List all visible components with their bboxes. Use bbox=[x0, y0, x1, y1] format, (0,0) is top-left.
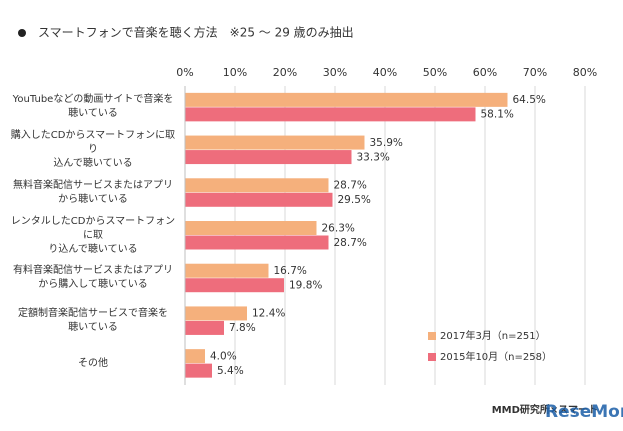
y-tick-label: YouTubeなどの動画サイトで音楽を 聴いている bbox=[12, 94, 174, 120]
x-tick-label: 30% bbox=[323, 66, 347, 79]
legend-swatch bbox=[428, 353, 436, 361]
bar bbox=[185, 92, 508, 107]
x-tick-label: 50% bbox=[423, 66, 447, 79]
bar bbox=[185, 192, 333, 207]
value-label: 5.4% bbox=[217, 365, 244, 377]
legend-swatch bbox=[428, 332, 436, 340]
bar bbox=[185, 349, 205, 364]
bar bbox=[185, 150, 352, 165]
x-tick-label: 0% bbox=[176, 66, 193, 79]
bar bbox=[185, 306, 247, 321]
y-tick-label: 定額制音楽配信サービスで音楽を 聴いている bbox=[18, 307, 168, 333]
value-label: 29.5% bbox=[338, 194, 371, 206]
bar bbox=[185, 221, 317, 235]
value-label: 35.9% bbox=[370, 137, 403, 149]
value-label: 26.3% bbox=[322, 222, 355, 234]
bar bbox=[185, 178, 329, 193]
y-tick-label: 購入したCDからスマートフォンに取り 込んで聴いている bbox=[10, 130, 176, 170]
bar bbox=[185, 235, 329, 250]
bar bbox=[185, 278, 284, 293]
bar bbox=[185, 320, 224, 335]
value-label: 12.4% bbox=[252, 308, 285, 320]
y-tick-label: その他 bbox=[78, 357, 108, 369]
title-bullet bbox=[18, 29, 26, 37]
x-tick-label: 60% bbox=[473, 66, 497, 79]
y-tick-label: 有料音楽配信サービスまたはアプリ から購入して聴いている bbox=[13, 265, 173, 291]
value-label: 58.1% bbox=[481, 109, 514, 121]
bar bbox=[185, 263, 269, 278]
legend-label: 2017年3月（n=251） bbox=[440, 329, 546, 342]
value-label: 7.8% bbox=[229, 322, 256, 334]
y-tick-label: レンタルしたCDからスマートフォンに取 り込んで聴いている bbox=[10, 215, 176, 255]
watermark: ReseMom bbox=[545, 402, 623, 422]
value-label: 64.5% bbox=[513, 94, 546, 106]
y-tick-label: 無料音楽配信サービスまたはアプリ から聴いている bbox=[13, 179, 173, 205]
x-tick-label: 20% bbox=[273, 66, 297, 79]
value-label: 28.7% bbox=[334, 237, 367, 249]
x-tick-label: 40% bbox=[373, 66, 397, 79]
legend-label: 2015年10月（n=258） bbox=[440, 350, 552, 363]
bar bbox=[185, 107, 476, 122]
value-label: 28.7% bbox=[334, 180, 367, 192]
x-tick-label: 10% bbox=[223, 66, 247, 79]
value-label: 19.8% bbox=[289, 279, 322, 291]
x-tick-label: 70% bbox=[523, 66, 547, 79]
x-tick-label: 80% bbox=[573, 66, 597, 79]
bar bbox=[185, 135, 365, 150]
value-label: 4.0% bbox=[210, 350, 237, 362]
chart-title: スマートフォンで音楽を聴く方法 ※25 ～ 29 歳のみ抽出 bbox=[38, 25, 354, 40]
bar bbox=[185, 363, 212, 378]
source: MMD研究所×スマート bbox=[492, 403, 598, 416]
value-label: 33.3% bbox=[357, 151, 390, 163]
value-label: 16.7% bbox=[274, 265, 307, 277]
